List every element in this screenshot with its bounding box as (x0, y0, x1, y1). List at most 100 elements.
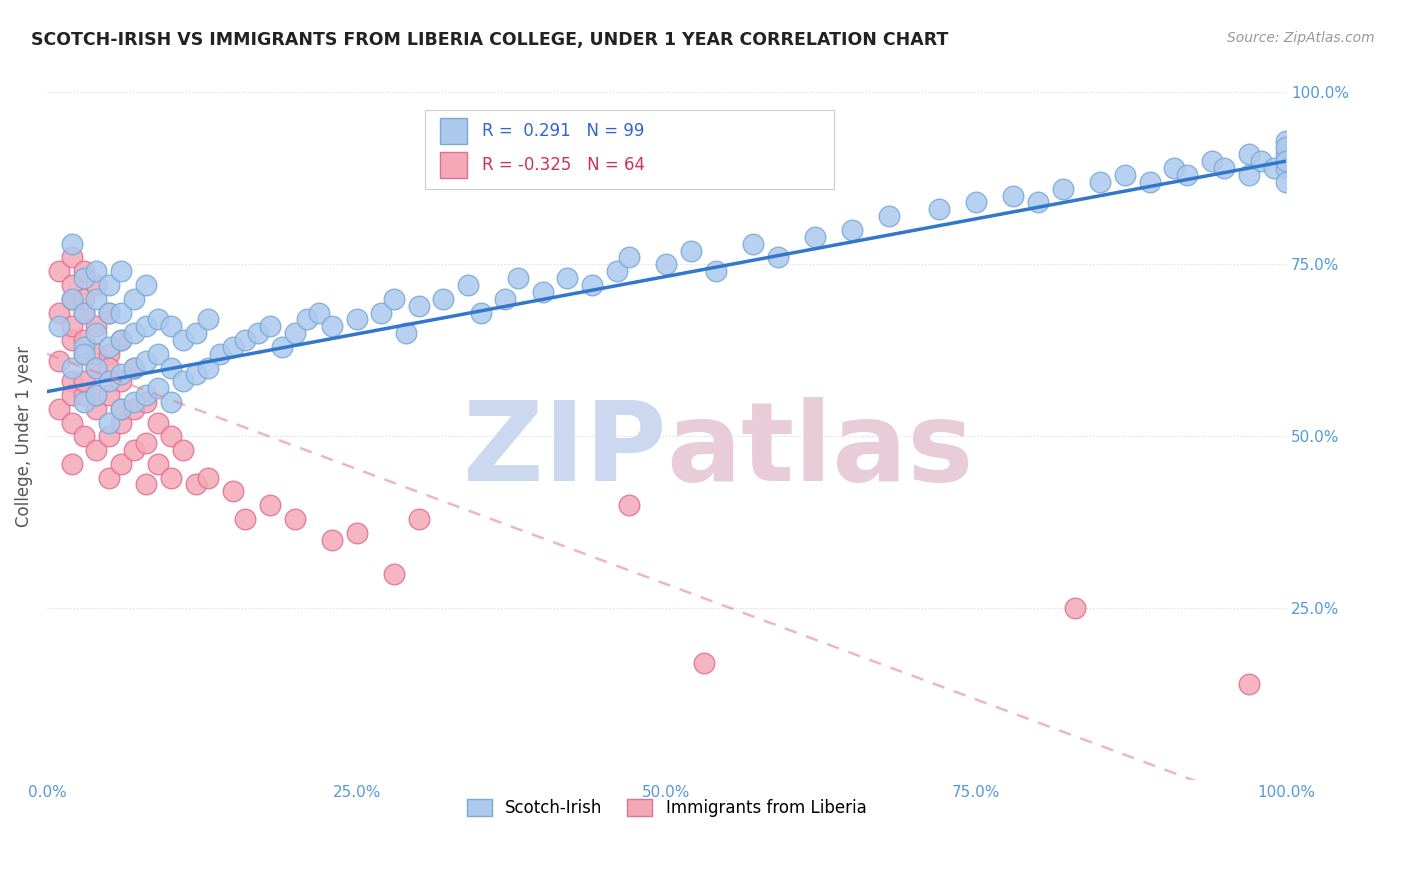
Point (555, 271, 578, 285)
Point (48, 401, 70, 416)
Point (259, 498, 281, 512)
Point (73, 347, 96, 361)
Point (222, 484, 245, 499)
Point (110, 264, 132, 278)
Point (73, 271, 96, 285)
Point (1275, 140, 1298, 154)
Point (73, 333, 96, 347)
Point (197, 360, 219, 375)
Point (86, 360, 108, 375)
Point (60, 416, 83, 430)
Point (346, 525, 368, 540)
Point (122, 326, 145, 340)
Point (321, 319, 343, 334)
Point (60, 374, 83, 388)
Point (122, 360, 145, 375)
Point (184, 326, 207, 340)
Point (284, 326, 307, 340)
Point (60, 319, 83, 334)
Point (73, 395, 96, 409)
Point (60, 457, 83, 471)
Point (86, 443, 108, 458)
Point (233, 333, 256, 347)
Point (122, 401, 145, 416)
Point (531, 285, 554, 299)
Point (60, 251, 83, 265)
Point (581, 277, 603, 292)
Point (246, 326, 269, 340)
Point (1250, 154, 1272, 169)
Point (804, 230, 827, 244)
Point (97, 374, 120, 388)
Point (122, 443, 145, 458)
Point (879, 209, 901, 223)
Point (928, 202, 950, 217)
Point (135, 319, 157, 334)
Point (135, 436, 157, 450)
Point (742, 236, 765, 251)
Point (346, 312, 368, 326)
Point (86, 319, 108, 334)
Point (73, 264, 96, 278)
Point (135, 395, 157, 409)
Point (1002, 188, 1025, 202)
Text: R = -0.325   N = 64: R = -0.325 N = 64 (482, 156, 645, 174)
Point (619, 251, 641, 265)
Point (159, 319, 181, 334)
Point (97, 416, 120, 430)
Point (86, 326, 108, 340)
Point (1201, 154, 1223, 169)
Bar (440, 153, 467, 178)
Point (470, 305, 492, 319)
Point (321, 533, 343, 547)
Point (494, 292, 516, 306)
Point (197, 312, 219, 326)
Point (506, 271, 529, 285)
Point (86, 360, 108, 375)
Bar (440, 118, 467, 144)
Text: Source: ZipAtlas.com: Source: ZipAtlas.com (1227, 31, 1375, 45)
Point (271, 340, 294, 354)
Point (1052, 182, 1074, 196)
Point (60, 388, 83, 402)
Point (1237, 168, 1260, 182)
Point (86, 277, 108, 292)
Point (1163, 161, 1185, 175)
Point (60, 236, 83, 251)
Point (86, 347, 108, 361)
Point (159, 470, 181, 484)
Point (97, 277, 120, 292)
Text: atlas: atlas (666, 397, 974, 504)
Point (48, 353, 70, 368)
Point (704, 264, 727, 278)
Point (1088, 175, 1111, 189)
Point (86, 388, 108, 402)
Point (408, 299, 430, 313)
Point (148, 381, 170, 395)
Point (184, 477, 207, 491)
Point (60, 360, 83, 375)
Point (73, 305, 96, 319)
Point (135, 388, 157, 402)
Text: ZIP: ZIP (463, 397, 666, 504)
Legend: Scotch-Irish, Immigrants from Liberia: Scotch-Irish, Immigrants from Liberia (460, 792, 873, 823)
Point (148, 347, 170, 361)
Point (97, 388, 120, 402)
Point (148, 416, 170, 430)
Point (148, 457, 170, 471)
Point (1275, 175, 1298, 189)
Point (60, 292, 83, 306)
Point (1263, 161, 1285, 175)
Point (457, 277, 479, 292)
Point (73, 347, 96, 361)
Point (1026, 195, 1049, 210)
Point (308, 305, 330, 319)
Point (1213, 161, 1236, 175)
Point (122, 292, 145, 306)
Point (692, 657, 714, 671)
Y-axis label: College, Under 1 year: College, Under 1 year (15, 346, 32, 527)
Point (97, 470, 120, 484)
Point (1275, 161, 1298, 175)
Point (97, 360, 120, 375)
Point (86, 388, 108, 402)
